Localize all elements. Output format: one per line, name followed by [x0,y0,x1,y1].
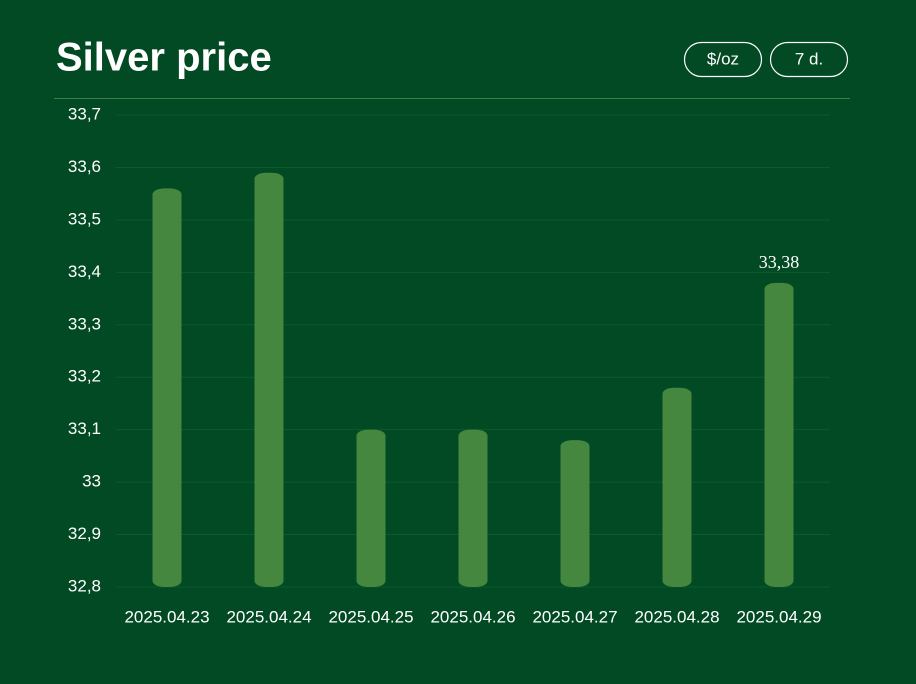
button-label[interactable]: $/oz [707,49,739,68]
y-tick-label: 33,1 [68,419,101,438]
button-frame[interactable] [769,41,849,78]
bar [560,440,590,587]
bar [764,282,794,587]
y-tick-label: 33 [82,472,101,491]
x-tick-label: 2025.04.23 [124,607,209,626]
x-tick-label: 2025.04.28 [634,607,719,626]
x-tick-label: 2025.04.27 [532,607,617,626]
y-tick-label: 32,9 [68,524,101,543]
period-button[interactable]: 7 d. [769,41,849,78]
y-tick-label: 33,2 [68,367,101,386]
button-label[interactable]: 7 d. [795,49,823,68]
y-tick-label: 33,7 [68,104,101,123]
x-tick-label: 2025.04.26 [430,607,515,626]
y-tick-label: 32,8 [68,576,101,595]
value-label: 33,38 [759,252,800,272]
bar [458,429,488,587]
y-tick-label: 33,6 [68,157,101,176]
unit-button[interactable]: $/oz [683,41,763,78]
chart-title: Silver price [56,36,272,80]
bar [254,172,284,587]
y-tick-label: 33,3 [68,314,101,333]
x-tick-label: 2025.04.29 [736,607,821,626]
bar [356,429,386,587]
x-tick-label: 2025.04.24 [226,607,311,626]
bar [662,387,692,587]
bar [152,188,182,587]
y-tick-label: 33,4 [68,262,101,281]
y-tick-label: 33,5 [68,209,101,228]
x-tick-label: 2025.04.25 [328,607,413,626]
button-frame[interactable] [683,41,763,78]
